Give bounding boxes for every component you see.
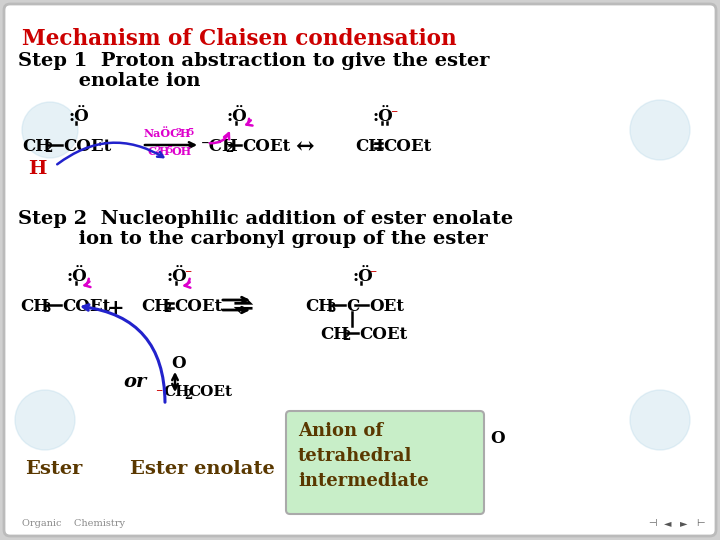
Text: COEt: COEt (242, 138, 290, 155)
Text: O: O (171, 355, 186, 372)
Text: COEt: COEt (63, 138, 112, 155)
Text: ⁻: ⁻ (184, 268, 192, 282)
Text: CH: CH (320, 326, 349, 343)
Text: +: + (107, 298, 125, 318)
Text: ◄: ◄ (664, 518, 672, 528)
Circle shape (630, 100, 690, 160)
Text: ⁻: ⁻ (390, 108, 397, 122)
Text: :Ö: :Ö (352, 268, 373, 285)
Text: ►: ► (680, 518, 688, 528)
Text: 2: 2 (163, 302, 171, 315)
Text: ⁻: ⁻ (155, 387, 163, 401)
Text: :Ö: :Ö (167, 268, 188, 285)
Text: ⁻CH: ⁻CH (201, 138, 239, 155)
Text: 5: 5 (187, 128, 193, 137)
Text: ⇌: ⇌ (232, 296, 253, 320)
Text: :Ö: :Ö (67, 268, 88, 285)
Text: CH: CH (141, 298, 170, 315)
Text: CH: CH (355, 138, 384, 155)
Text: 2: 2 (184, 389, 192, 402)
Text: C: C (148, 146, 157, 157)
Text: H: H (28, 160, 46, 178)
Text: Step 1  Proton abstraction to give the ester: Step 1 Proton abstraction to give the es… (18, 52, 490, 70)
Text: CH: CH (22, 138, 51, 155)
Text: :Ö: :Ö (68, 108, 89, 125)
Text: 2: 2 (175, 128, 181, 137)
Text: CH: CH (20, 298, 49, 315)
Text: :Ö: :Ö (373, 108, 394, 125)
Text: CH: CH (305, 298, 334, 315)
Text: Ester: Ester (25, 460, 82, 478)
Text: ↔: ↔ (295, 136, 314, 158)
Circle shape (630, 390, 690, 450)
Text: H: H (180, 128, 190, 139)
Text: ⁻: ⁻ (369, 268, 377, 282)
Text: Organic    Chemistry: Organic Chemistry (22, 519, 125, 528)
Text: CH: CH (163, 385, 189, 399)
Text: 3: 3 (42, 302, 50, 315)
Text: ion to the carbonyl group of the ester: ion to the carbonyl group of the ester (18, 230, 487, 248)
FancyBboxPatch shape (286, 411, 484, 514)
Text: NaÖC: NaÖC (144, 128, 180, 139)
Circle shape (22, 102, 78, 158)
Text: or: or (123, 373, 146, 391)
Text: C: C (346, 298, 359, 315)
Text: OH: OH (171, 146, 191, 157)
Text: 2: 2 (225, 142, 233, 155)
Text: COEt: COEt (62, 298, 110, 315)
Text: COEt: COEt (383, 138, 431, 155)
Text: ⊢: ⊢ (696, 518, 704, 528)
Text: OEt: OEt (369, 298, 404, 315)
Text: :Ö: :Ö (227, 108, 248, 125)
Text: O: O (490, 430, 505, 447)
Text: ⊣: ⊣ (648, 518, 657, 528)
Text: Ester enolate: Ester enolate (130, 460, 275, 478)
Text: 3: 3 (327, 302, 336, 315)
Text: COEt: COEt (174, 298, 222, 315)
Text: 5: 5 (166, 146, 172, 155)
Text: 2: 2 (154, 146, 161, 155)
Text: 2: 2 (44, 142, 53, 155)
Circle shape (15, 390, 75, 450)
Text: H: H (159, 146, 169, 157)
Text: 2: 2 (342, 330, 350, 343)
Text: Anion of
tetrahedral
intermediate: Anion of tetrahedral intermediate (298, 422, 428, 490)
Text: COEt: COEt (359, 326, 408, 343)
Text: enolate ion: enolate ion (18, 72, 200, 90)
Text: Step 2  Nucleophilic addition of ester enolate: Step 2 Nucleophilic addition of ester en… (18, 210, 513, 228)
Text: Mechanism of Claisen condensation: Mechanism of Claisen condensation (22, 28, 456, 50)
Text: COEt: COEt (188, 385, 232, 399)
FancyBboxPatch shape (4, 4, 716, 536)
